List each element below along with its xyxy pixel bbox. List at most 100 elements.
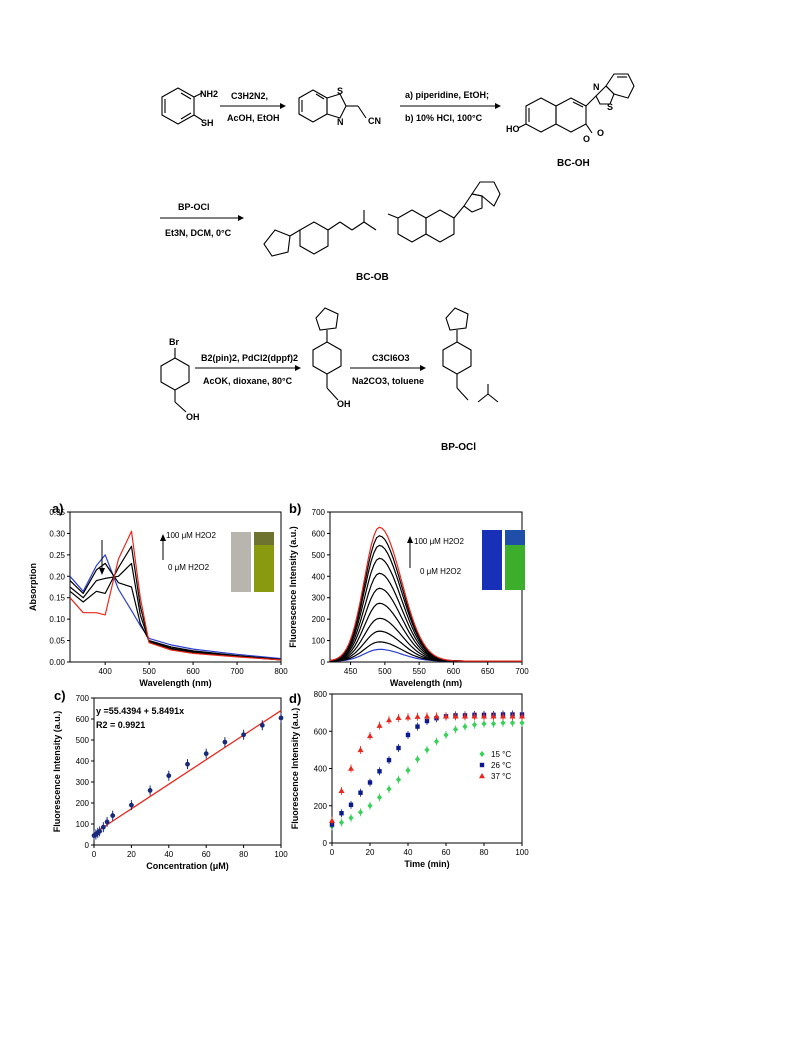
y-tick-label: 0.05 [49,637,65,646]
data-point [433,738,440,745]
label-s-bcoh: S [607,102,613,112]
x-tick-label: 600 [186,667,200,676]
data-point [367,732,373,739]
data-point [367,802,373,809]
increase-arrow-b-head [407,536,413,543]
data-point [357,809,364,816]
data-point [414,713,421,719]
x-tick-label: 500 [378,667,392,676]
x-tick-label: 500 [142,667,156,676]
data-point [452,713,459,719]
data-point [386,785,392,792]
data-point [395,714,402,721]
x-tick-label: 600 [447,667,461,676]
scheme-row-1 [161,73,635,134]
y-tick-label: 300 [76,778,90,787]
scheme-row-1-text: NH2 SH C3H2N2, AcOH, EtOH S N CN a) pipe… [200,82,613,169]
structure-bromobenzyl-alcohol [160,348,190,413]
cuvette-photo-treated-liquid [254,545,274,592]
y-tick-label: 400 [76,757,90,766]
data-point [424,746,430,753]
y-tick-label: 800 [314,690,328,699]
label-n: N [337,117,344,127]
chart-b-fluorescence-spectra: 450 500 550 600 650 700 0 100 200 300 400 500 600 700… [288,508,529,688]
y-tick-label: 100 [76,820,90,829]
y-tick-label: 300 [312,594,326,603]
y-axis-label: Fluorescence Intensity (a.u.) [52,711,62,833]
data-point [519,719,525,726]
fit-line [93,709,282,834]
x-tick-label: 450 [344,667,358,676]
step4-reagent-line2: Na2CO3, toluene [352,376,424,386]
series-line-4 [69,530,282,661]
structure-bp-ocl [442,307,499,403]
data-point [166,773,172,779]
data-point [443,731,449,738]
y-tick-label: 0.25 [49,551,65,560]
label-o-ring: O [583,134,590,144]
panel-label-a: a) [52,501,64,516]
x-tick-label: 800 [274,667,288,676]
data-point [396,745,401,751]
x-tick-label: 400 [98,667,112,676]
structure-bc-oh [517,73,635,134]
series-line-3 [69,545,282,661]
y-tick-label: 0 [323,839,328,848]
data-point [358,790,363,795]
x-tick-label: 550 [412,667,426,676]
data-point [338,819,345,826]
x-tick-label: 20 [127,850,136,859]
legend-a-bottom: 0 μM H2O2 [168,563,210,572]
data-point [424,718,430,724]
legend-label: 37 °C [491,772,511,781]
data-point [348,802,354,808]
y-tick-label: 0.35 [49,508,65,517]
data-point [147,788,153,793]
data-point [348,814,354,821]
x-tick-label: 100 [515,848,529,857]
data-point [241,732,247,738]
y-tick-label: 600 [314,727,328,736]
y-tick-label: 500 [76,736,90,745]
x-tick-label: 60 [202,850,211,859]
series-line-0 [69,554,282,660]
label-n-bcoh: N [593,82,600,92]
decrease-arrow-head [99,568,105,575]
label-o-carbonyl: O [597,128,604,138]
y-tick-label: 400 [314,765,328,774]
y-axis-label: Fluorescence Intensity (a.u.) [288,526,298,648]
data-point [490,713,497,719]
series-line-1 [69,562,282,660]
step3-reagent-line2: AcOK, dioxane, 80°C [203,376,293,386]
y-tick-label: 100 [312,637,326,646]
data-point [471,713,478,719]
structure-bc-ob [263,181,501,257]
panel-label-d: d) [289,691,301,706]
data-point [386,717,392,723]
data-point [129,802,134,808]
step1-reagent-line2: AcOH, EtOH [227,113,280,123]
data-point [405,732,411,738]
legend-d: 15 °C 26 °C 37 °C [479,750,511,781]
increase-arrow-head [160,534,166,541]
structure-boronate-benzyl-alcohol [312,307,342,401]
x-tick-label: 100 [274,850,288,859]
x-tick-label: 20 [366,848,375,857]
label-s: S [337,86,343,96]
y-tick-label: 200 [312,615,326,624]
data-point [462,723,468,730]
step2-reagent-line2: b) 10% HCl, 100°C [405,113,483,123]
step4-reagent-line1: C3Cl6O3 [372,353,410,363]
y-tick-label: 0.10 [49,615,65,624]
data-point [481,713,487,719]
data-point [471,721,478,728]
data-point [329,817,335,823]
legend-label: 26 °C [491,761,511,770]
x-axis-label: Concentration (μM) [146,861,229,871]
data-point [259,722,265,728]
label-nh2: NH2 [200,89,218,99]
compound-label-bc-ob: BC-OB [356,272,389,283]
label-br: Br [169,337,179,347]
